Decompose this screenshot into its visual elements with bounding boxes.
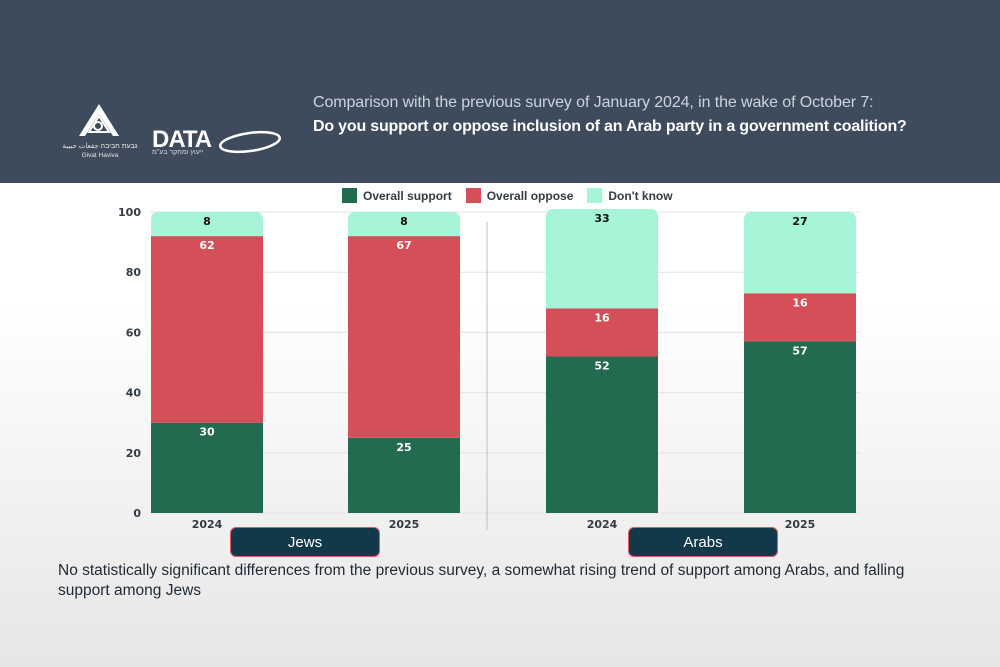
group-label-arabs: Arabs	[628, 527, 778, 557]
data-label: 52	[594, 359, 609, 372]
bar-segment-don-t-know	[348, 212, 460, 237]
data-label: 57	[792, 344, 807, 357]
legend-item-support: Overall support	[342, 188, 452, 203]
bar-segment-overall-support	[546, 356, 658, 513]
bar-segment-overall-support	[744, 341, 856, 513]
bar-segment-overall-support	[151, 422, 263, 513]
x-tick-label: 2025	[785, 518, 816, 530]
y-tick-label: 0	[133, 507, 141, 520]
data-label: 33	[594, 212, 609, 225]
y-tick-label: 20	[126, 447, 142, 460]
chart-title: Do you support or oppose inclusion of an…	[313, 118, 907, 135]
data-label: 62	[199, 239, 214, 252]
data-label: 30	[199, 426, 215, 439]
data-wordmark: DATA	[152, 126, 212, 153]
group-label-jews: Jews	[230, 527, 380, 557]
y-tick-label: 80	[126, 266, 142, 279]
legend-swatch-dont-know	[587, 188, 603, 203]
header-banner: גבעת חביבה جفعات حبيبة Givat Haviva DATA…	[0, 0, 1000, 183]
x-tick-label: 2024	[192, 518, 223, 530]
data-label: 27	[792, 215, 807, 228]
givat-haviva-name: Givat Haviva	[81, 152, 119, 159]
bar-segment-overall-oppose	[744, 293, 856, 342]
y-tick-label: 60	[126, 326, 142, 339]
bar-segment-don-t-know	[744, 212, 856, 294]
data-label: 16	[792, 296, 808, 309]
legend-label-dont-know: Don't know	[608, 188, 673, 203]
data-label: 8	[400, 215, 408, 228]
bar-segment-don-t-know	[546, 208, 658, 309]
bar-segment-overall-oppose	[546, 308, 658, 357]
chart-subtitle: Comparison with the previous survey of J…	[313, 94, 874, 111]
data-label: 16	[594, 311, 610, 324]
legend-label-support: Overall support	[363, 188, 452, 203]
x-tick-label: 2025	[389, 518, 420, 530]
legend-label-oppose: Overall oppose	[486, 188, 574, 203]
data-label: 8	[203, 215, 211, 228]
legend-item-dont-know: Don't know	[587, 188, 673, 203]
data-hebrew-tagline: ייעוץ ומחקר בע"מ	[152, 149, 204, 156]
givat-haviva-hebrew-name: גבעת חביבה جفعات حبيبة	[62, 143, 138, 150]
caption-text: No statistically significant differences…	[58, 562, 905, 599]
data-label: 67	[396, 239, 411, 252]
givat-haviva-logo-icon	[79, 104, 119, 136]
bar-segment-overall-oppose	[348, 236, 460, 438]
data-logo-icon: DATA	[152, 126, 281, 154]
y-tick-label: 100	[118, 206, 141, 219]
legend-swatch-support	[342, 188, 357, 203]
data-label: 25	[396, 441, 411, 454]
legend-item-oppose: Overall oppose	[465, 188, 574, 203]
x-tick-label: 2024	[587, 518, 618, 530]
stacked-bar-chart: 0 20 40 60 80 100 30 62 8 2024 25 67 8 2025 52 16 33 2024…	[118, 206, 860, 530]
y-tick-label: 40	[126, 387, 142, 400]
bar-segment-overall-support	[348, 437, 460, 513]
legend-swatch-oppose	[465, 188, 481, 203]
bar-segment-overall-oppose	[151, 236, 263, 423]
bar-segment-don-t-know	[151, 212, 263, 237]
chart-legend: Overall support Overall oppose Don't kno…	[342, 188, 673, 203]
